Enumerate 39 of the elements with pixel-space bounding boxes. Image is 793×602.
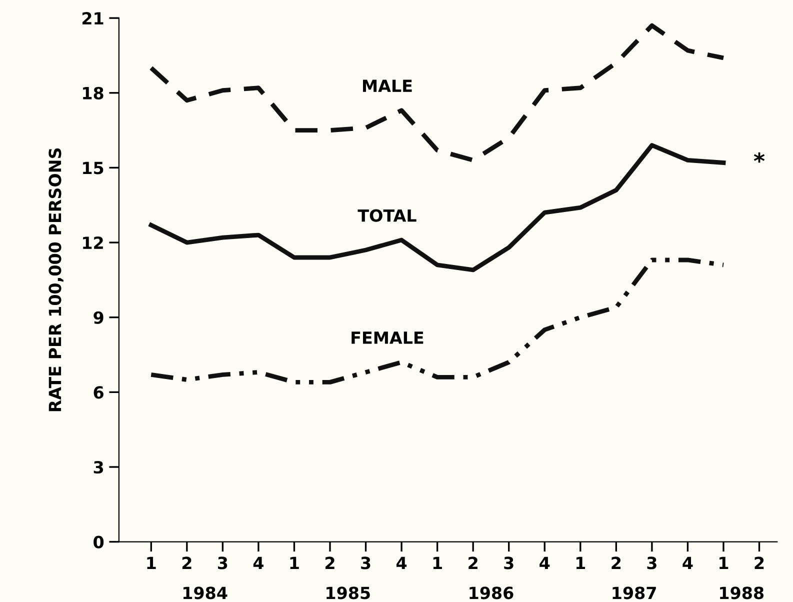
y-tick-label: 3 <box>94 460 104 474</box>
x-tick-label: 2 <box>754 556 764 570</box>
x-tick-label: 4 <box>682 556 693 570</box>
y-tick-label: 0 <box>94 536 104 548</box>
x-tick-label: 1 <box>576 556 586 570</box>
y-tick-label: 18 <box>83 86 104 100</box>
x-tick-label: 3 <box>361 556 370 570</box>
annotation: * <box>754 152 765 163</box>
x-tick-label: 3 <box>504 556 514 570</box>
x-tick-label: 4 <box>253 556 264 570</box>
x-tick-label: 2 <box>326 556 334 570</box>
text: 1985 <box>326 586 370 600</box>
text: 1988 <box>720 586 764 600</box>
text: 1984 <box>183 586 228 600</box>
line-series <box>148 258 726 384</box>
y-tick-label: 15 <box>83 162 104 174</box>
text: 1986 <box>470 586 514 600</box>
y-axis-title: RATE PER 100,000 PERSONS <box>48 148 64 412</box>
line-series <box>148 143 726 272</box>
series-label: FEMALE <box>352 332 424 344</box>
x-tick-label: 4 <box>396 556 407 570</box>
series-label: TOTAL <box>358 209 416 222</box>
x-tick-label: 4 <box>540 556 550 570</box>
x-tick-label: 1 <box>433 556 442 570</box>
x-tick-label: 3 <box>647 556 656 570</box>
line-series <box>148 23 726 162</box>
x-tick-label: 2 <box>612 556 621 570</box>
y-tick-label: 9 <box>94 311 104 324</box>
y-tick-label: 12 <box>83 236 103 249</box>
x-tick-label: 3 <box>218 556 228 570</box>
x-tick-label: 1 <box>720 556 728 570</box>
x-tick-label: 1 <box>147 556 156 570</box>
x-tick-label: 2 <box>468 556 478 570</box>
x-tick-label: 2 <box>182 556 192 570</box>
y-tick-label: 21 <box>82 12 104 24</box>
series-label: MALE <box>363 80 412 92</box>
y-tick-label: 6 <box>94 386 104 399</box>
x-tick-label: 1 <box>290 556 299 570</box>
text: 1987 <box>612 586 656 600</box>
